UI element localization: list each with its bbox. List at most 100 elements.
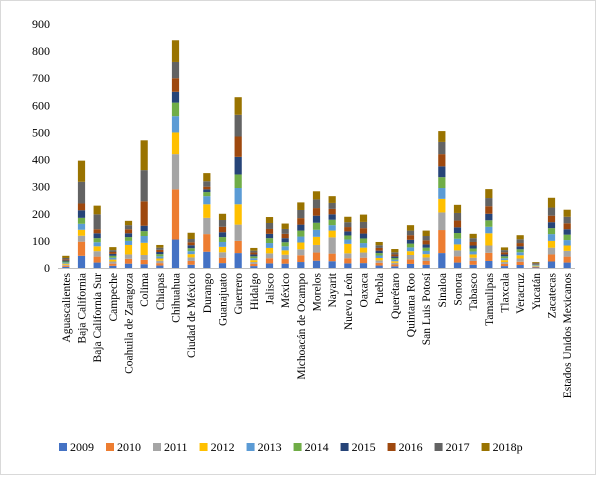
- bar-segment: [563, 229, 571, 235]
- bar-segment: [187, 260, 195, 265]
- bar-segment: [469, 260, 477, 265]
- bar-segment: [485, 252, 493, 261]
- bar-segment: [156, 258, 164, 261]
- bar-stacks: [62, 40, 571, 268]
- bar-segment: [359, 238, 368, 244]
- y-tick-label: 0: [44, 261, 50, 275]
- bar-segment: [453, 204, 462, 213]
- bar-segment: [234, 156, 242, 175]
- bar-segment: [406, 259, 415, 264]
- bar-segment: [265, 253, 274, 259]
- bar-segment: [93, 262, 101, 268]
- bar-segment: [234, 204, 242, 225]
- bar-segment: [532, 266, 540, 267]
- bar-segment: [187, 254, 195, 258]
- x-tick-label: San Luis Potosí: [421, 272, 433, 345]
- x-tick-label: Ciudad de México: [186, 273, 198, 358]
- bar-segment: [265, 223, 274, 229]
- legend-label: 2010: [117, 440, 141, 454]
- bar-segment: [500, 266, 509, 268]
- bar-segment: [453, 256, 462, 263]
- bar-segment: [391, 262, 399, 265]
- x-tick-label: Coahuila de Zaragoza: [124, 273, 136, 374]
- x-axis: Aguascalientes Baja California Baja Califo…: [58, 268, 575, 398]
- bar-segment: [124, 229, 133, 234]
- x-tick-label: Aguascalientes: [61, 272, 73, 342]
- bar-segment: [422, 257, 430, 261]
- legend-swatch: [199, 443, 208, 451]
- bar-segment: [124, 244, 133, 255]
- bar-segment: [234, 253, 242, 268]
- bar-segment: [250, 252, 258, 255]
- bar-segment: [297, 242, 305, 250]
- bar-segment: [532, 265, 540, 266]
- bar-segment: [140, 236, 148, 243]
- bar-segment: [297, 224, 305, 231]
- bar-segment: [171, 102, 180, 117]
- bar-segment: [203, 173, 211, 182]
- y-tick-label: 300: [32, 180, 50, 194]
- legend-label: 2014: [305, 440, 329, 454]
- bar-segment: [234, 240, 242, 254]
- bar-segment: [62, 255, 70, 258]
- y-tick-label: 400: [32, 153, 50, 167]
- bar-segment: [234, 114, 242, 137]
- bar-segment: [438, 154, 446, 167]
- bar-segment: [93, 233, 101, 239]
- bar-segment: [516, 258, 524, 262]
- bar-segment: [218, 263, 227, 268]
- bar-segment: [359, 221, 368, 229]
- bar-segment: [93, 251, 101, 257]
- y-axis: 0 100 200 300 400 500 600 700 800 900: [32, 17, 50, 275]
- bar-segment: [124, 263, 133, 268]
- bar-segment: [532, 267, 540, 268]
- bar-segment: [328, 208, 336, 215]
- bar-segment: [265, 217, 274, 223]
- bar-segment: [62, 264, 70, 266]
- bar-segment: [171, 132, 180, 155]
- bar-segment: [109, 259, 117, 262]
- bar-segment: [281, 259, 289, 264]
- bar-segment: [438, 177, 446, 189]
- bar-segment: [203, 186, 211, 190]
- bar-segment: [203, 189, 211, 193]
- bar-segment: [469, 238, 477, 242]
- bar-segment: [140, 259, 148, 265]
- bar-segment: [281, 238, 289, 243]
- bar-segment: [547, 247, 556, 255]
- x-tick-label: Sinaloa: [437, 273, 449, 308]
- bar-segment: [422, 244, 430, 248]
- y-tick-label: 800: [32, 44, 50, 58]
- bar-segment: [563, 250, 571, 257]
- y-tick-label: 500: [32, 125, 50, 139]
- x-tick-label: Quintana Roo: [406, 273, 418, 337]
- legend-swatch: [246, 443, 255, 451]
- bar-segment: [218, 220, 227, 227]
- bar-segment: [563, 223, 571, 230]
- bar-segment: [532, 262, 540, 263]
- bar-segment: [328, 253, 336, 262]
- bar-segment: [156, 252, 164, 255]
- bar-segment: [344, 216, 352, 223]
- bar-segment: [62, 257, 70, 260]
- bar-segment: [406, 254, 415, 260]
- bar-segment: [422, 236, 430, 241]
- legend-swatch: [481, 443, 490, 451]
- bar-segment: [547, 228, 556, 235]
- bar-segment: [77, 241, 86, 256]
- bar-segment: [203, 196, 211, 205]
- bar-segment: [171, 40, 180, 62]
- bar-segment: [516, 246, 524, 250]
- x-tick-label: Puebla: [374, 273, 386, 304]
- x-tick-label: México: [280, 273, 292, 308]
- legend-swatch: [293, 443, 302, 451]
- bar-segment: [422, 254, 430, 258]
- bar-segment: [250, 260, 258, 263]
- bar-segment: [281, 233, 289, 239]
- bar-segment: [124, 220, 133, 226]
- bar-segment: [359, 243, 368, 248]
- bar-segment: [218, 226, 227, 233]
- bar-segment: [312, 236, 321, 245]
- bar-segment: [359, 263, 368, 268]
